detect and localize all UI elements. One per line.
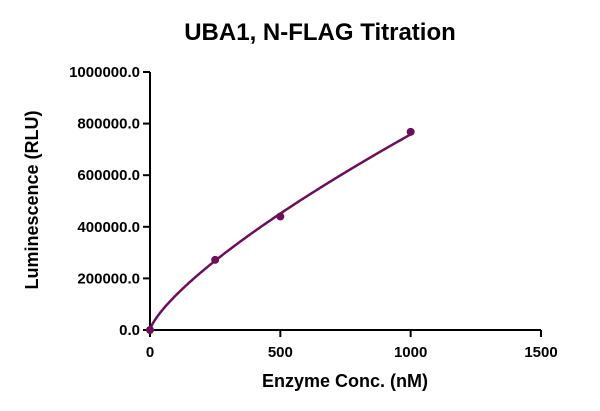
y-tick-label: 200000.0 (77, 270, 140, 287)
y-tick-label: 1000000.0 (69, 64, 140, 81)
data-point (146, 326, 154, 334)
data-point (211, 255, 220, 264)
data-point (276, 212, 285, 221)
fit-curve (148, 133, 412, 331)
x-tick-label: 500 (268, 344, 293, 361)
marks (146, 127, 415, 334)
data-point (406, 127, 415, 136)
y-axis-label: Luminescence (RLU) (22, 110, 42, 289)
y-tick-label: 0.0 (119, 322, 140, 339)
ticks: 0 500 1000 1500 0.0 200000.0 400000.0 600000.0 8… (69, 64, 558, 361)
axes (149, 72, 541, 331)
x-axis-label: Enzyme Conc. (nM) (262, 371, 428, 391)
y-tick-label: 600000.0 (77, 167, 140, 184)
x-tick-label: 0 (146, 344, 154, 361)
x-tick-label: 1000 (394, 344, 427, 361)
x-tick-label: 1500 (524, 344, 557, 361)
y-tick-label: 800000.0 (77, 116, 140, 133)
chart-title: UBA1, N-FLAG Titration (184, 19, 456, 46)
y-tick-label: 400000.0 (77, 219, 140, 236)
